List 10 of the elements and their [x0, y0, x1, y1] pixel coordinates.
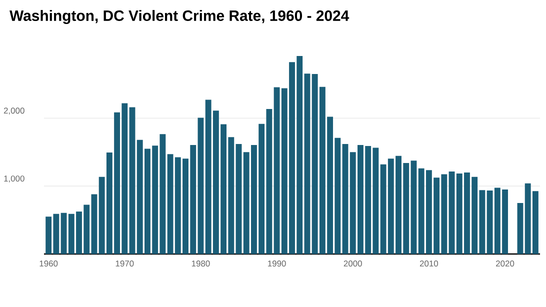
y-tick-label: 2,000	[4, 108, 24, 115]
x-tick-label: 2020	[496, 260, 514, 267]
y-tick-label: 1,000	[4, 176, 24, 183]
chart-title: Washington, DC Violent Crime Rate, 1960 - 2024	[10, 10, 350, 24]
x-tick-label: 1980	[192, 260, 210, 267]
x-tick-label: 2000	[344, 260, 362, 267]
x-tick-label: 1970	[116, 260, 134, 267]
x-tick-label: 2010	[420, 260, 438, 267]
x-tick-label: 1990	[268, 260, 286, 267]
x-tick-label: 1960	[40, 260, 58, 267]
